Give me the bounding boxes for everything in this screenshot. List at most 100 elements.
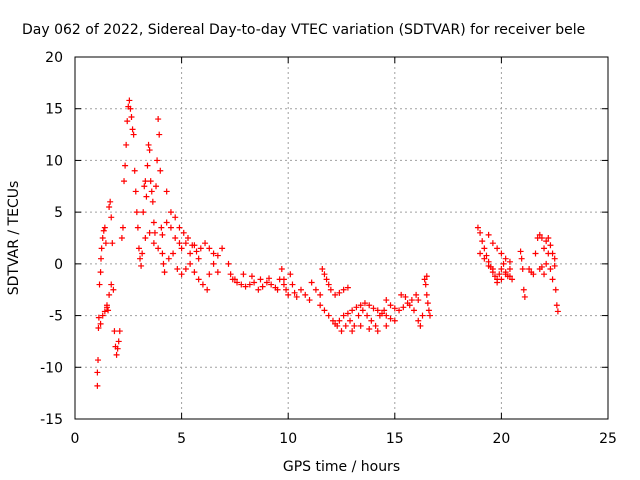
data-point	[191, 242, 198, 249]
data-point	[172, 235, 179, 241]
data-point	[498, 250, 505, 257]
data-point	[552, 286, 559, 293]
data-point	[424, 300, 431, 307]
data-point	[167, 209, 174, 216]
data-point	[419, 312, 426, 319]
data-point	[530, 271, 537, 278]
data-point	[372, 322, 379, 329]
data-point	[157, 167, 164, 174]
data-point	[122, 162, 129, 169]
data-point	[206, 271, 213, 278]
data-point	[494, 279, 501, 286]
data-point	[543, 260, 550, 267]
data-point	[474, 224, 481, 231]
data-point	[142, 178, 149, 185]
data-point	[210, 250, 217, 257]
data-point	[287, 271, 294, 278]
data-point	[111, 328, 118, 335]
data-point	[119, 224, 126, 231]
data-point	[150, 240, 157, 247]
data-point	[146, 229, 153, 236]
data-point	[406, 302, 413, 309]
data-point	[240, 271, 247, 278]
data-point	[391, 305, 398, 312]
data-point	[366, 302, 373, 309]
data-point	[423, 291, 430, 298]
data-point	[101, 308, 108, 315]
y-tick-label: -5	[49, 309, 63, 325]
data-point	[547, 266, 554, 273]
data-point	[518, 255, 525, 262]
data-point	[351, 322, 358, 329]
data-point	[426, 312, 433, 319]
data-point	[246, 281, 253, 288]
data-point	[481, 255, 488, 262]
data-point	[137, 255, 144, 262]
y-tick-label: 0	[54, 257, 63, 273]
data-point	[225, 260, 232, 267]
data-point	[344, 310, 351, 317]
data-points	[94, 97, 561, 389]
data-point	[195, 255, 202, 262]
data-point	[506, 266, 513, 273]
data-point	[118, 235, 125, 241]
data-point	[98, 255, 105, 262]
data-point	[293, 293, 300, 300]
data-point	[98, 245, 105, 252]
y-tick-label: 10	[45, 153, 63, 169]
data-point	[105, 307, 112, 314]
data-point	[357, 322, 364, 329]
data-point	[521, 293, 528, 300]
data-point	[149, 198, 156, 205]
data-point	[319, 266, 326, 273]
y-tick-label: 5	[54, 205, 63, 221]
data-point	[519, 266, 526, 273]
data-point	[114, 345, 121, 352]
data-point	[140, 209, 147, 216]
data-point	[187, 250, 194, 257]
data-point	[383, 322, 390, 329]
data-point	[485, 262, 492, 269]
data-point	[109, 240, 116, 247]
data-point	[130, 131, 137, 138]
data-point	[364, 312, 371, 319]
data-point	[129, 126, 136, 133]
data-point	[415, 317, 422, 324]
data-point	[204, 286, 211, 293]
data-point	[423, 273, 430, 280]
y-tick-label: -10	[40, 360, 63, 376]
data-point	[107, 198, 114, 205]
data-point	[147, 178, 154, 185]
data-point	[502, 271, 509, 278]
data-point	[95, 324, 102, 331]
data-point	[344, 284, 351, 291]
data-point	[492, 273, 499, 280]
data-point	[195, 276, 202, 283]
data-point	[124, 118, 131, 125]
data-point	[489, 266, 496, 273]
x-axis-label: GPS time / hours	[283, 459, 400, 475]
data-point	[485, 231, 492, 238]
data-point	[323, 276, 330, 283]
data-point	[138, 262, 145, 269]
data-point	[227, 271, 234, 278]
data-point	[132, 188, 139, 195]
data-point	[381, 307, 388, 314]
data-point	[127, 105, 134, 112]
data-point	[100, 227, 107, 234]
data-point	[97, 269, 104, 276]
data-point	[541, 245, 548, 252]
data-point	[176, 240, 183, 247]
data-point	[219, 245, 226, 252]
axis-ticks: 0 5 10 15 20 25 -15 -10 -5 0 5 10 15 20	[40, 50, 617, 447]
data-point	[543, 238, 550, 245]
data-point	[159, 250, 166, 257]
data-point	[153, 183, 160, 190]
data-point	[285, 291, 292, 298]
data-point	[99, 235, 106, 241]
data-point	[172, 214, 179, 221]
data-point	[541, 271, 548, 278]
data-point	[214, 269, 221, 276]
data-point	[187, 260, 194, 267]
data-point	[551, 262, 558, 269]
